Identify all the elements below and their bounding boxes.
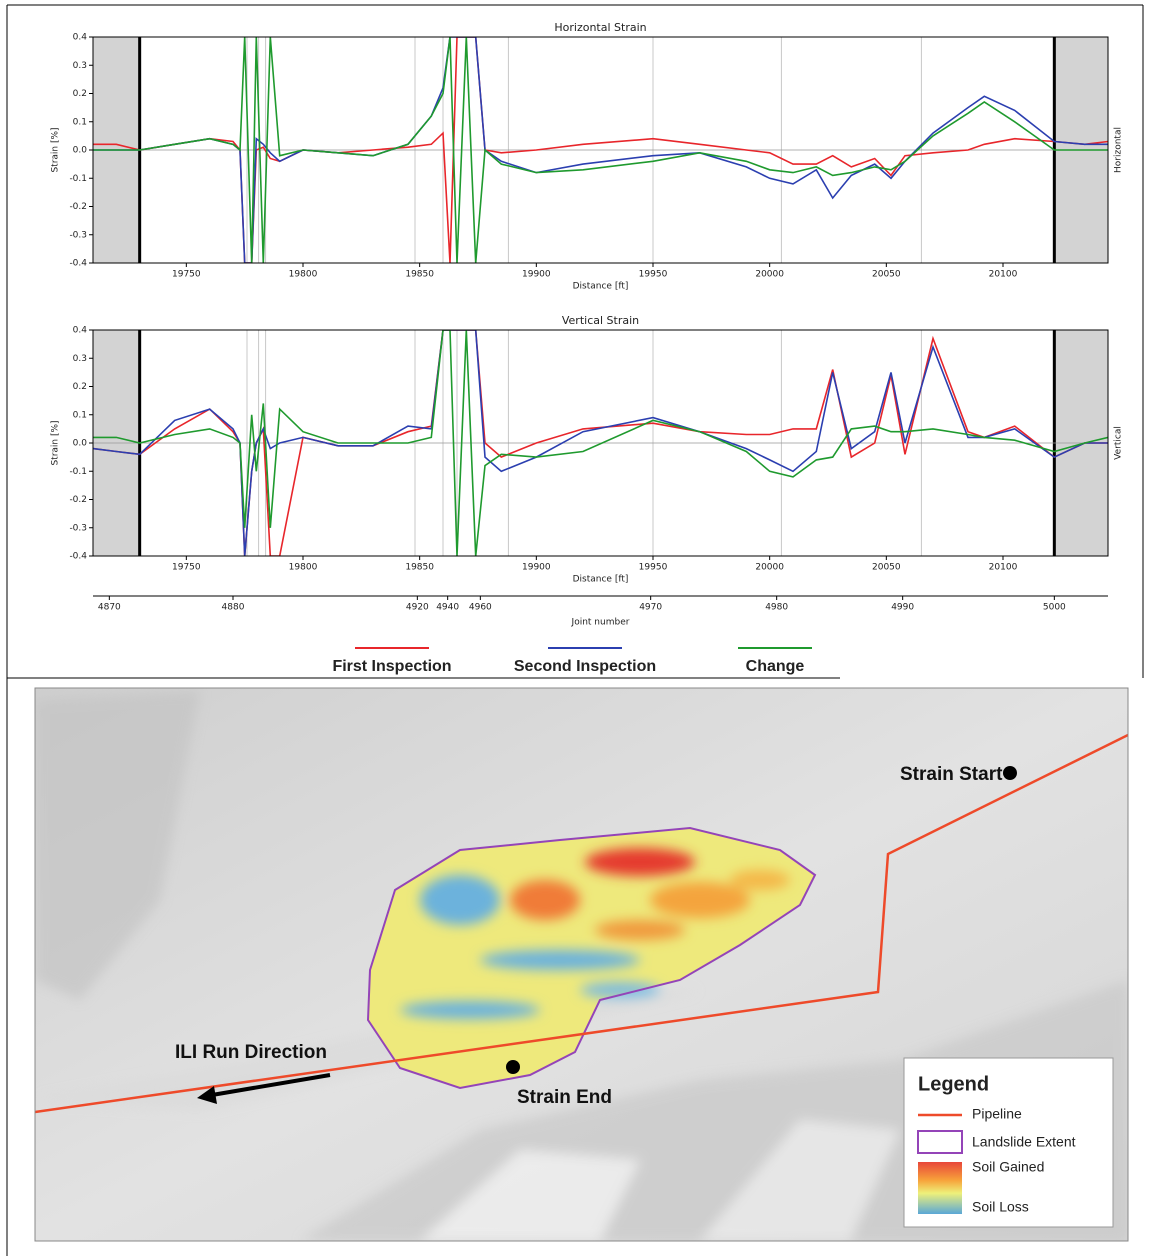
joint-tick-label: 5000 [1043, 603, 1066, 613]
joint-tick-label: 4870 [98, 603, 121, 613]
y-tick-label: 0.1 [73, 410, 87, 420]
x-tick-label: 20000 [755, 270, 784, 280]
legend-item: Pipeline [972, 1106, 1022, 1122]
joint-tick-label: 4990 [891, 603, 914, 613]
legend-label: Second Inspection [514, 658, 656, 675]
x-tick-label: 19950 [639, 270, 668, 280]
y-tick-label: 0.3 [73, 354, 87, 364]
legend-item: Soil Loss [972, 1199, 1029, 1215]
y-tick-label: -0.2 [69, 495, 87, 505]
legend-item: Landslide Extent [972, 1134, 1076, 1150]
side-label: Vertical [1114, 426, 1124, 460]
x-tick-label: 20100 [989, 270, 1018, 280]
y-tick-label: 0.4 [73, 33, 88, 43]
y-tick-label: 0.0 [73, 439, 88, 449]
x-tick-label: 20000 [755, 563, 784, 573]
joint-axis-label: Joint number [571, 618, 630, 628]
y-tick-label: 0.2 [73, 382, 87, 392]
legend-title: Legend [918, 1073, 989, 1095]
x-axis-label: Distance [ft] [573, 282, 629, 292]
y-tick-label: -0.3 [69, 523, 87, 533]
y-tick-label: 0.2 [73, 89, 87, 99]
joint-tick-label: 4880 [222, 603, 245, 613]
y-tick-label: -0.2 [69, 202, 87, 212]
chart: Vertical Strain -0.4 -0.3 -0.2 -0.1 0.0 0.1 0.2… [51, 314, 1124, 628]
x-tick-label: 20050 [872, 270, 901, 280]
strain-start-label: Strain Start [900, 764, 1003, 785]
joint-tick-label: 4920 [406, 603, 429, 613]
x-tick-label: 20050 [872, 563, 901, 573]
joint-tick-label: 4970 [639, 603, 662, 613]
y-tick-label: -0.1 [69, 467, 87, 477]
strain-end-label: Strain End [517, 1087, 612, 1108]
legend-label: Change [746, 658, 805, 675]
strain-start-point [1003, 766, 1017, 780]
chart-title: Horizontal Strain [554, 21, 646, 34]
legend-item: Soil Gained [972, 1159, 1044, 1175]
run-direction-label: ILI Run Direction [175, 1042, 327, 1063]
x-tick-label: 19900 [522, 563, 551, 573]
legend-label: First Inspection [332, 658, 451, 675]
x-tick-label: 19950 [639, 563, 668, 573]
x-tick-label: 20100 [989, 563, 1018, 573]
charts: Horizontal Strain -0.4 -0.3 -0.2 -0.1 0.0 0.1 0… [51, 21, 1124, 675]
x-axis-label: Distance [ft] [573, 575, 629, 585]
chart-title: Vertical Strain [562, 314, 639, 327]
y-tick-label: 0.4 [73, 326, 88, 336]
joint-tick-label: 4940 [436, 603, 459, 613]
figure: Horizontal Strain -0.4 -0.3 -0.2 -0.1 0.0 0.1 0… [0, 0, 1151, 1256]
y-tick-label: -0.3 [69, 230, 87, 240]
side-label: Horizontal [1114, 127, 1124, 173]
y-tick-label: 0.0 [73, 146, 88, 156]
strain-end-point [506, 1060, 520, 1074]
x-tick-label: 19800 [289, 270, 318, 280]
joint-tick-label: 4960 [469, 603, 492, 613]
y-tick-label: -0.4 [69, 259, 87, 269]
y-axis-label: Strain [%] [51, 127, 61, 172]
y-axis-label: Strain [%] [51, 420, 61, 465]
map-legend: Legend Pipeline Landslide Extent Soil Ga… [904, 1058, 1113, 1227]
page: Horizontal Strain -0.4 -0.3 -0.2 -0.1 0.0 0.1 0… [0, 0, 1151, 1256]
y-tick-label: -0.1 [69, 174, 87, 184]
x-tick-label: 19850 [405, 270, 434, 280]
x-tick-label: 19850 [405, 563, 434, 573]
chart: Horizontal Strain -0.4 -0.3 -0.2 -0.1 0.0 0.1 0… [51, 21, 1124, 292]
joint-tick-label: 4980 [765, 603, 788, 613]
x-tick-label: 19800 [289, 563, 318, 573]
map: Strain Start Strain End ILI Run Directio… [35, 688, 1128, 1241]
x-tick-label: 19750 [172, 563, 201, 573]
x-tick-label: 19900 [522, 270, 551, 280]
x-tick-label: 19750 [172, 270, 201, 280]
y-tick-label: 0.3 [73, 61, 87, 71]
y-tick-label: -0.4 [69, 552, 87, 562]
y-tick-label: 0.1 [73, 117, 87, 127]
